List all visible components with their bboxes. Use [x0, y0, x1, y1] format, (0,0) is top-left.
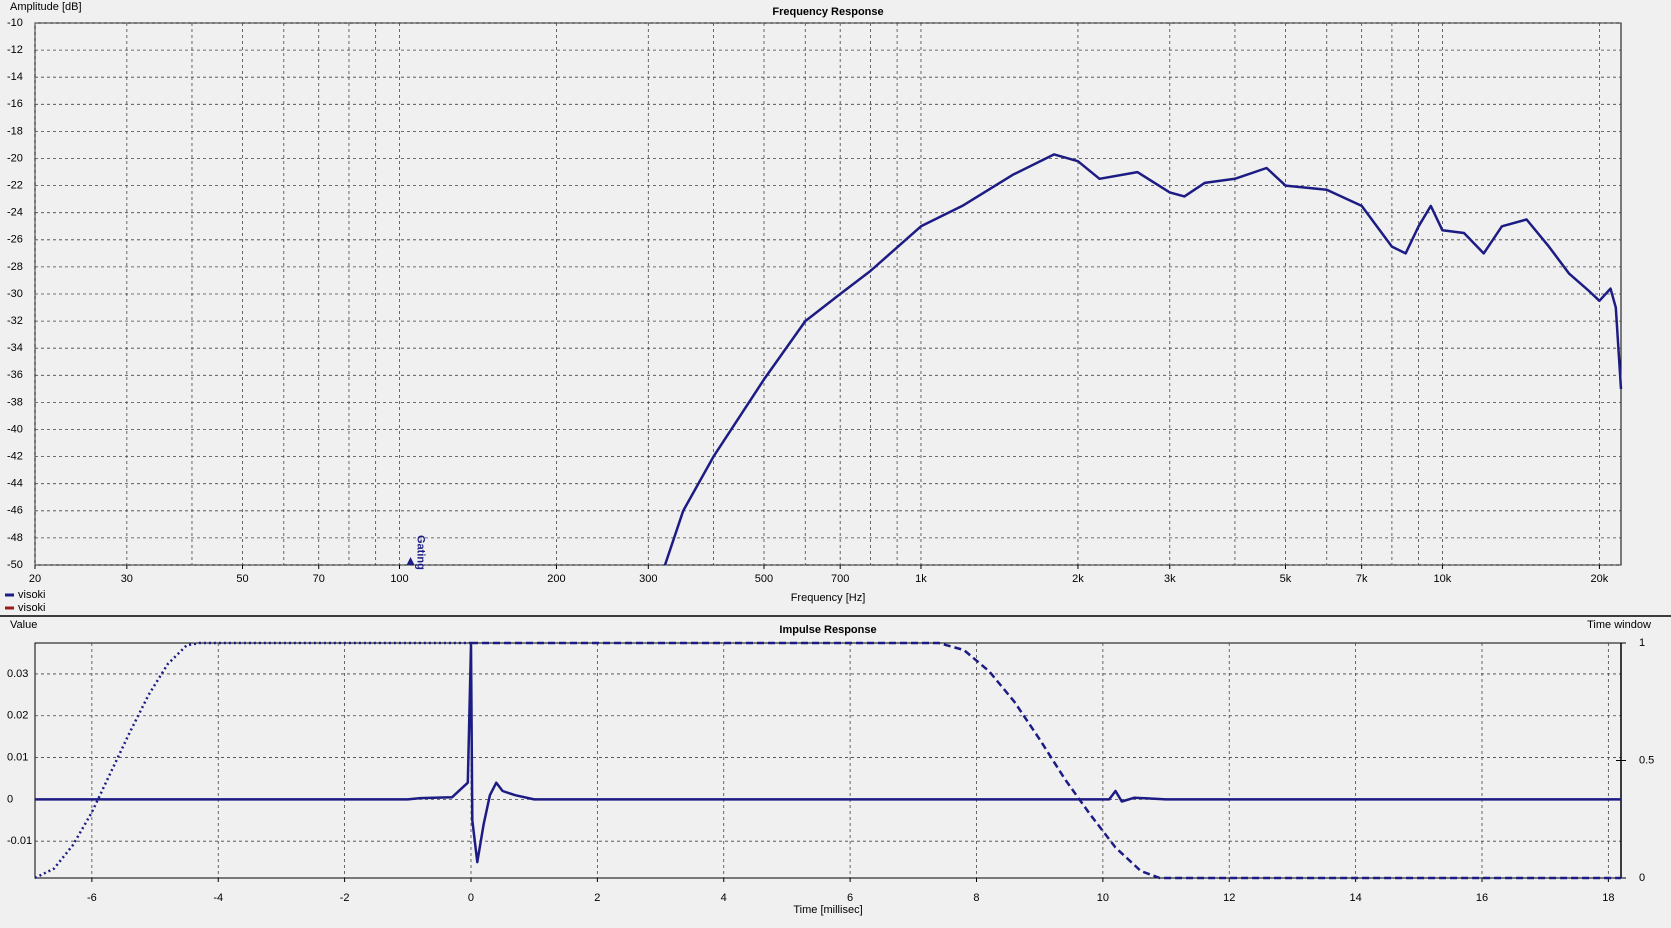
- y-tick-label: -28: [7, 261, 23, 273]
- gating-label: Gating: [415, 535, 427, 570]
- legend-swatch: [5, 593, 14, 597]
- y-tick-label: -20: [7, 152, 23, 164]
- x-tick-label: 50: [236, 573, 248, 585]
- y-axis-label: Amplitude [dB]: [10, 1, 82, 13]
- gating-marker: [406, 557, 415, 565]
- y-tick-label: -42: [7, 451, 23, 463]
- y-tick-label: 0.02: [7, 710, 28, 722]
- x-tick-label: 8: [973, 892, 979, 904]
- y2-axis-label: Time window: [1587, 619, 1651, 631]
- x-tick-label: 30: [121, 573, 133, 585]
- y-tick-label: -44: [7, 478, 23, 490]
- data-line: [471, 641, 1621, 880]
- x-tick-label: 16: [1476, 892, 1488, 904]
- data-line: [35, 643, 1621, 864]
- x-tick-label: 7k: [1356, 573, 1368, 585]
- x-tick-label: 20k: [1591, 573, 1609, 585]
- y-tick-label: -38: [7, 396, 23, 408]
- legend-swatch: [5, 606, 14, 610]
- x-tick-label: 1k: [915, 573, 927, 585]
- x-tick-label: 10k: [1434, 573, 1452, 585]
- y-tick-label: -46: [7, 505, 23, 517]
- y-tick-label: -34: [7, 342, 23, 354]
- x-tick-label: 6: [847, 892, 853, 904]
- data-line: [663, 153, 1623, 566]
- x-tick-label: -4: [213, 892, 223, 904]
- chart-title: Frequency Response: [772, 6, 883, 18]
- y-axis-label: Value: [10, 619, 37, 631]
- y-tick-label: 0.01: [7, 751, 28, 763]
- x-tick-label: 300: [639, 573, 657, 585]
- x-tick-label: 700: [831, 573, 849, 585]
- y2-tick-label: 0: [1639, 872, 1645, 884]
- x-tick-label: 4: [721, 892, 727, 904]
- x-tick-label: 0: [468, 892, 474, 904]
- x-axis-label: Frequency [Hz]: [791, 592, 866, 604]
- legend-label: visoki: [18, 602, 46, 614]
- x-tick-label: 18: [1602, 892, 1614, 904]
- legend-label: visoki: [18, 589, 46, 601]
- x-tick-label: 14: [1349, 892, 1361, 904]
- x-tick-label: 20: [29, 573, 41, 585]
- x-tick-label: 10: [1097, 892, 1109, 904]
- x-tick-label: 2: [594, 892, 600, 904]
- x-tick-label: 3k: [1164, 573, 1176, 585]
- y-tick-label: -50: [7, 559, 23, 571]
- x-tick-label: -6: [87, 892, 97, 904]
- y-tick-label: -10: [7, 17, 23, 29]
- chart-title: Impulse Response: [779, 624, 876, 636]
- x-tick-label: 5k: [1280, 573, 1292, 585]
- y-tick-label: -36: [7, 369, 23, 381]
- y-tick-label: 0: [7, 793, 13, 805]
- y-tick-label: -30: [7, 288, 23, 300]
- y-tick-label: -40: [7, 423, 23, 435]
- x-tick-label: 200: [547, 573, 565, 585]
- x-tick-label: 12: [1223, 892, 1235, 904]
- x-axis-label: Time [millisec]: [793, 904, 862, 916]
- x-tick-label: 70: [313, 573, 325, 585]
- y-tick-label: -14: [7, 71, 23, 83]
- data-line: [34, 641, 471, 880]
- y-tick-label: -12: [7, 44, 23, 56]
- x-tick-label: 100: [390, 573, 408, 585]
- y2-tick-label: 1: [1639, 637, 1645, 649]
- y2-tick-label: 0.5: [1639, 754, 1654, 766]
- y-tick-label: -24: [7, 207, 23, 219]
- x-tick-label: 2k: [1072, 573, 1084, 585]
- y-tick-label: -22: [7, 180, 23, 192]
- y-tick-label: -18: [7, 125, 23, 137]
- y-tick-label: -48: [7, 532, 23, 544]
- y-tick-label: -0.01: [7, 835, 32, 847]
- y-tick-label: -16: [7, 98, 23, 110]
- y-tick-label: -26: [7, 234, 23, 246]
- x-tick-label: 500: [755, 573, 773, 585]
- y-tick-label: 0.03: [7, 668, 28, 680]
- y-tick-label: -32: [7, 315, 23, 327]
- x-tick-label: -2: [340, 892, 350, 904]
